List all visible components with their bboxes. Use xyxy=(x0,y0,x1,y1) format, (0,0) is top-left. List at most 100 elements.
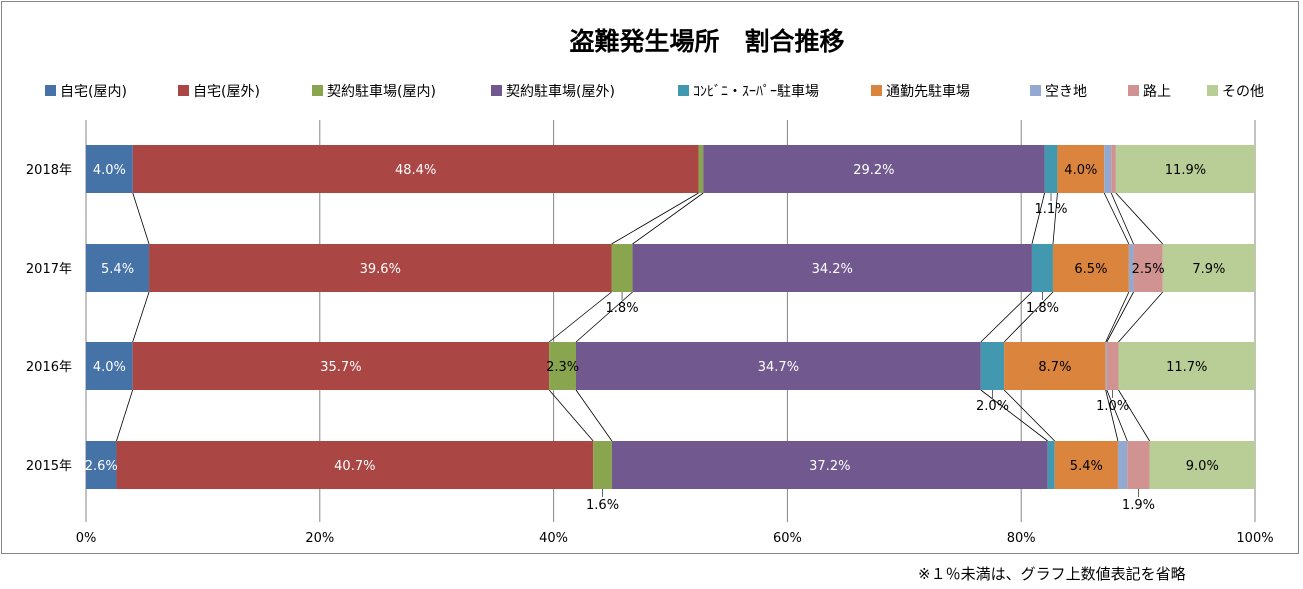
legend-label: 空き地 xyxy=(1045,84,1087,100)
category-label: 2016年 xyxy=(26,360,72,375)
chart-title: 盗難発生場所 割合推移 xyxy=(569,27,844,56)
legend-swatch xyxy=(178,85,189,96)
series-line xyxy=(611,192,699,245)
data-label: 48.4% xyxy=(395,163,436,178)
bar-segment xyxy=(1118,342,1255,390)
series-line xyxy=(548,291,612,343)
series-line xyxy=(1110,192,1134,245)
data-label: 4.0% xyxy=(93,163,126,178)
bar-segment xyxy=(1115,145,1255,193)
bar-segment xyxy=(611,441,1048,489)
bar-segment xyxy=(576,342,981,390)
bar-segment xyxy=(1044,145,1058,193)
bar-segment xyxy=(703,145,1045,193)
data-label: 2.6% xyxy=(85,459,118,474)
bar-segment xyxy=(980,342,1005,390)
series-line xyxy=(980,291,1033,343)
series-line xyxy=(1106,291,1134,343)
bar-segment xyxy=(132,342,550,390)
data-labels: 4.0% 48.4% 29.2% 1.1% 4.0% 11.9% 5.4% 39.6% 1.8%… xyxy=(85,163,1226,513)
bar-segment xyxy=(86,441,117,489)
series-line xyxy=(1105,291,1130,343)
data-label: 1.8% xyxy=(606,301,639,316)
legend-swatch xyxy=(871,85,882,96)
series-line xyxy=(1118,291,1164,343)
legend-swatch xyxy=(312,85,323,96)
x-tick-label: 20% xyxy=(305,531,334,546)
data-label: 34.7% xyxy=(758,360,799,375)
bar-segment xyxy=(86,244,150,292)
bar-segment xyxy=(1111,145,1116,193)
data-label: 37.2% xyxy=(809,459,850,474)
legend-label: 路上 xyxy=(1143,84,1171,100)
legend: 自宅(屋内) 自宅(屋外) 契約駐車場(屋内) 契約駐車場(屋外) ｺﾝﾋﾞﾆ・ｽｰﾊﾟ… xyxy=(45,83,1264,100)
data-label: 5.4% xyxy=(101,262,134,277)
leader-lines xyxy=(602,193,1139,497)
bar-segment xyxy=(698,145,704,193)
series-line xyxy=(132,192,150,245)
x-tick-label: 80% xyxy=(1007,531,1036,546)
legend-swatch xyxy=(678,85,689,96)
category-label: 2018年 xyxy=(26,163,72,178)
data-label: 35.7% xyxy=(320,360,361,375)
data-label: 39.6% xyxy=(360,262,401,277)
series-line xyxy=(1118,389,1150,442)
legend-swatch xyxy=(1128,85,1139,96)
series-line xyxy=(1003,291,1054,343)
legend-swatch xyxy=(1207,85,1218,96)
series-line xyxy=(132,291,150,343)
legend-swatch xyxy=(491,85,502,96)
bar-segment xyxy=(149,244,612,292)
series-line xyxy=(632,192,704,245)
data-label: 11.7% xyxy=(1166,360,1207,375)
series-line xyxy=(1105,389,1119,442)
series-line xyxy=(1115,192,1164,245)
legend-label: 自宅(屋外) xyxy=(193,84,260,100)
bars xyxy=(86,145,1255,489)
bar-segment xyxy=(1105,342,1107,390)
series-line xyxy=(575,389,613,442)
legend-swatch xyxy=(1030,85,1041,96)
category-label: 2015年 xyxy=(26,459,72,474)
data-label: 6.5% xyxy=(1074,262,1107,277)
data-label: 1.6% xyxy=(586,498,619,513)
data-label: 1.8% xyxy=(1026,301,1059,316)
series-line xyxy=(1103,192,1130,245)
x-tick-label: 0% xyxy=(76,531,97,546)
data-label: 2.5% xyxy=(1132,262,1165,277)
bar-segment xyxy=(549,342,576,390)
bar-segment xyxy=(1031,244,1053,292)
data-label: 8.7% xyxy=(1038,360,1071,375)
series-line xyxy=(1052,192,1058,245)
series-line xyxy=(1003,389,1055,442)
bar-segment xyxy=(1054,441,1118,489)
data-label: 2.0% xyxy=(976,399,1009,414)
legend-label: 契約駐車場(屋外) xyxy=(506,83,615,100)
data-label: 5.4% xyxy=(1070,459,1103,474)
x-axis: 0% 20% 40% 60% 80% 100% xyxy=(76,531,1274,546)
bar-segment xyxy=(1128,244,1134,292)
bar-segment xyxy=(116,441,594,489)
legend-label: 通勤先駐車場 xyxy=(886,83,970,100)
legend-swatch xyxy=(45,85,56,96)
data-label: 9.0% xyxy=(1186,459,1219,474)
x-tick-label: 60% xyxy=(773,531,802,546)
series-line xyxy=(980,389,1048,442)
x-tick-label: 100% xyxy=(1236,531,1273,546)
series-line xyxy=(1106,389,1128,442)
data-label: 4.0% xyxy=(1064,163,1097,178)
bar-segment xyxy=(1104,145,1112,193)
data-label: 7.9% xyxy=(1192,262,1225,277)
y-axis: 2018年 2017年 2016年 2015年 xyxy=(26,163,72,474)
data-label: 40.7% xyxy=(334,459,375,474)
bar-segment xyxy=(593,441,612,489)
data-label: 34.2% xyxy=(812,262,853,277)
bar-segment xyxy=(1133,244,1163,292)
data-label: 1.0% xyxy=(1096,399,1129,414)
bar-segment xyxy=(1117,441,1128,489)
bar-segment xyxy=(1057,145,1105,193)
series-lines xyxy=(116,192,1164,442)
bar-segment xyxy=(1162,244,1255,292)
bar-segment xyxy=(1127,441,1150,489)
